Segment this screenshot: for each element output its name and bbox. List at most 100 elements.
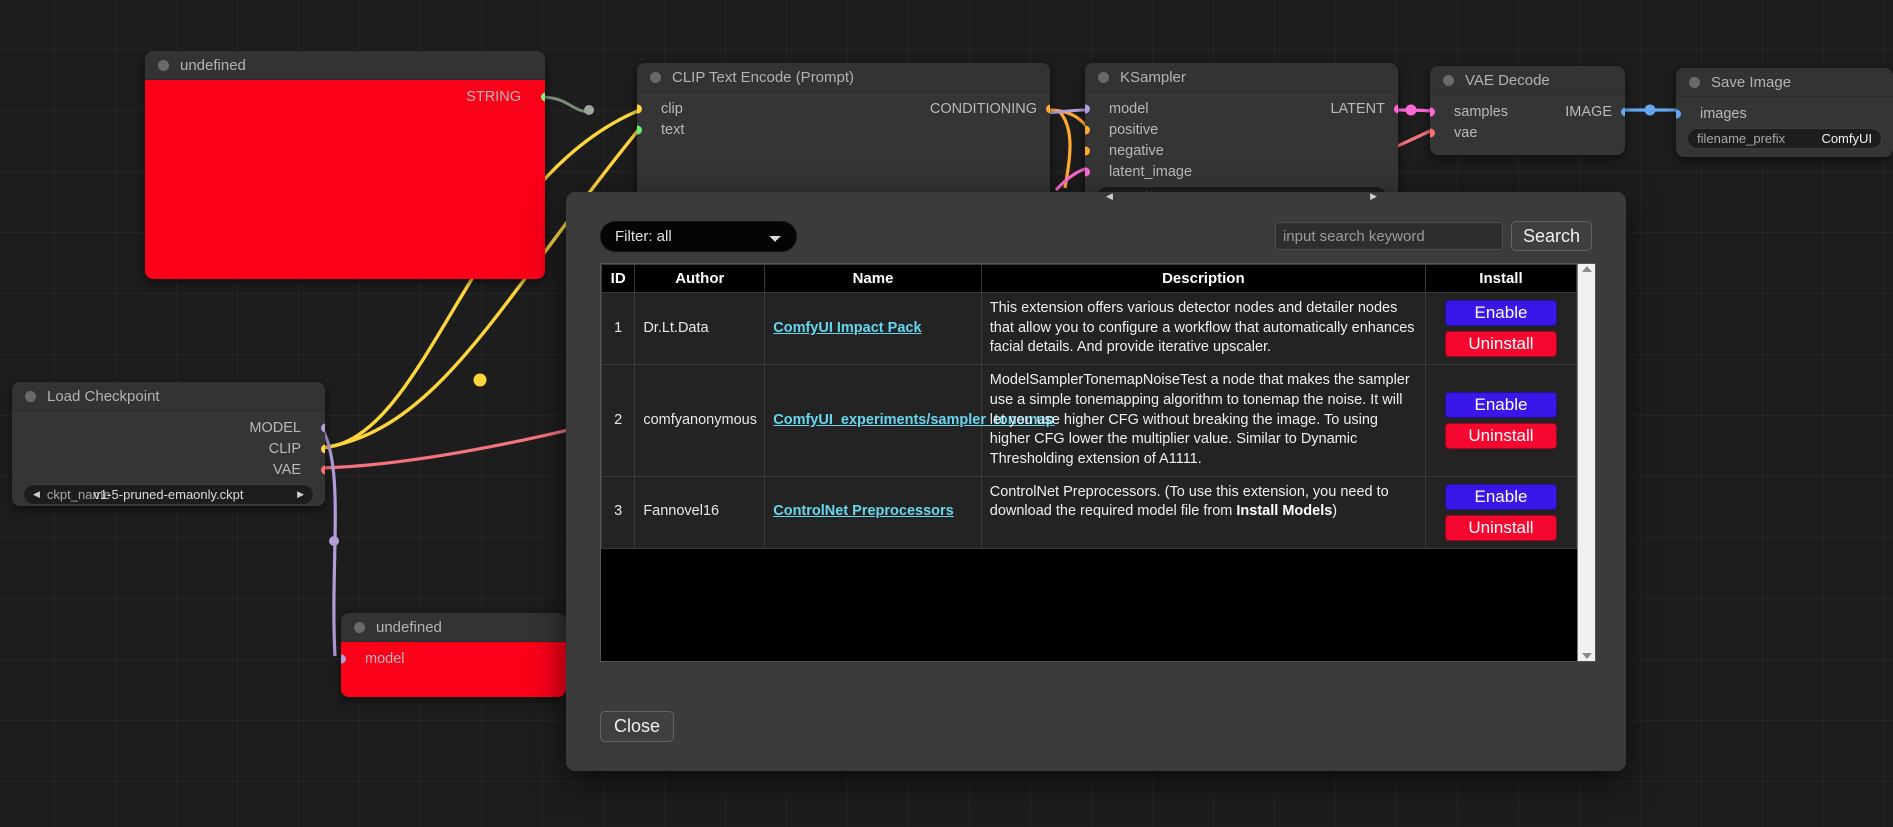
column-header-author[interactable]: Author [634,264,766,293]
table-scrollbar[interactable] [1577,264,1595,661]
node-title-bar[interactable]: KSampler [1085,63,1398,92]
port-dot-string[interactable] [540,92,545,101]
node-input-images[interactable]: images [1676,103,1893,124]
port-dot-model[interactable] [1085,104,1090,113]
search-group: Search [1274,221,1592,251]
cell-id: 2 [601,364,636,477]
next-arrow-icon[interactable]: ▶ [297,489,304,499]
collapse-dot-icon[interactable] [25,390,36,402]
cell-author: Fannovel16 [634,475,766,549]
collapse-dot-icon[interactable] [1689,76,1700,88]
node-title-bar[interactable]: Load Checkpoint [12,382,325,411]
column-header-name[interactable]: Name [764,264,982,293]
port-dot-clip[interactable] [637,104,642,113]
node-title-bar[interactable]: VAE Decode [1430,66,1625,95]
search-button[interactable]: Search [1510,221,1592,251]
extension-link[interactable]: ComfyUI_experiments/sampler_tonemap [773,411,1055,428]
node-input-latent-image[interactable]: latent_image [1085,161,1398,182]
port-label: CLIP [268,440,301,457]
port-dot-text[interactable] [637,125,642,134]
column-header-id[interactable]: ID [601,264,636,293]
node-vae-decode[interactable]: VAE Decode samples IMAGE vae [1430,66,1625,155]
node-title-bar[interactable]: Save Image [1676,68,1893,97]
node-output-image[interactable]: IMAGE [1565,104,1612,120]
port-dot-image[interactable] [1620,107,1625,116]
port-dot-model[interactable] [320,423,325,432]
node-output-clip[interactable]: CLIP [12,438,325,459]
node-output-latent[interactable]: LATENT [1330,101,1385,117]
uninstall-button[interactable]: Uninstall [1444,422,1557,449]
filter-select[interactable]: Filter: allFilter: enabledFilter: disabl… [600,220,797,252]
column-header-install[interactable]: Install [1424,264,1577,293]
cell-description: ControlNet Preprocessors. (To use this e… [980,475,1426,549]
extension-link[interactable]: ComfyUI Impact Pack [773,319,922,336]
node-output-conditioning[interactable]: CONDITIONING [930,101,1037,117]
node-title-text: undefined [376,618,442,636]
increment-arrow-icon[interactable]: ▶ [1370,191,1377,201]
node-title-bar[interactable]: undefined [341,613,566,642]
node-input-clip[interactable]: clip CONDITIONING [637,98,1050,119]
enable-button[interactable]: Enable [1444,483,1557,510]
scroll-down-arrow-icon[interactable] [1581,653,1592,659]
collapse-dot-icon[interactable] [1098,71,1109,83]
cell-author: comfyanonymous [634,364,766,477]
port-dot-latent[interactable] [1393,104,1398,113]
cell-id: 3 [601,475,636,549]
node-body: images filename_prefix ComfyUI [1676,97,1893,157]
node-input-positive[interactable]: positive [1085,119,1398,140]
enable-button[interactable]: Enable [1444,391,1557,418]
node-input-negative[interactable]: negative [1085,140,1398,161]
previous-arrow-icon[interactable]: ◀ [33,489,40,499]
collapse-dot-icon[interactable] [1443,74,1454,86]
extension-table-scroll[interactable]: ID Author Name Description Install 1 Dr.… [601,264,1577,661]
widget-filename-prefix[interactable]: filename_prefix ComfyUI [1687,128,1882,149]
cell-name: ComfyUI Impact Pack [764,291,982,366]
widget-ckpt-name[interactable]: ◀ ckpt_name v1-5-pruned-emaonly.ckpt ▶ [23,484,314,505]
node-output-model[interactable]: MODEL [12,417,325,438]
port-label: samples [1454,103,1508,120]
port-dot-latent-image[interactable] [1085,167,1090,176]
node-input-model[interactable]: model LATENT [1085,98,1398,119]
node-input-vae[interactable]: vae [1430,122,1625,143]
column-header-description[interactable]: Description [980,264,1426,293]
port-dot-vae[interactable] [1430,128,1435,137]
port-dot-model[interactable] [341,654,346,663]
node-input-text[interactable]: text [637,119,1050,140]
close-button[interactable]: Close [600,711,675,742]
node-title-bar[interactable]: undefined [145,51,545,80]
extension-link[interactable]: ControlNet Preprocessors [773,503,954,520]
node-undefined-string[interactable]: undefined STRING [145,51,545,279]
port-dot-vae[interactable] [320,465,325,474]
port-dot-samples[interactable] [1430,107,1435,116]
node-body: model [341,642,566,697]
cell-install: Enable Uninstall [1424,475,1577,549]
uninstall-button[interactable]: Uninstall [1444,331,1557,358]
node-load-checkpoint[interactable]: Load Checkpoint MODEL CLIP VAE ◀ ckpt_na… [12,382,325,506]
port-label: clip [661,100,683,117]
node-body: samples IMAGE vae [1430,95,1625,152]
node-input-samples[interactable]: samples IMAGE [1430,101,1625,122]
node-title-bar[interactable]: CLIP Text Encode (Prompt) [637,63,1050,92]
node-save-image[interactable]: Save Image images filename_prefix ComfyU… [1676,68,1893,157]
node-undefined-model[interactable]: undefined model [341,613,566,697]
enable-button[interactable]: Enable [1444,300,1557,327]
node-ksampler[interactable]: KSampler model LATENT positive negative [1085,63,1398,208]
node-output-string[interactable]: STRING [145,86,545,107]
port-dot-negative[interactable] [1085,146,1090,155]
port-label: negative [1109,142,1164,159]
uninstall-button[interactable]: Uninstall [1444,514,1557,541]
collapse-dot-icon[interactable] [650,71,661,83]
collapse-dot-icon[interactable] [354,621,365,633]
node-clip-text-encode[interactable]: CLIP Text Encode (Prompt) clip CONDITION… [637,63,1050,203]
port-dot-conditioning[interactable] [1045,104,1050,113]
port-dot-images[interactable] [1676,109,1681,118]
collapse-dot-icon[interactable] [158,59,169,71]
decrement-arrow-icon[interactable]: ◀ [1106,191,1113,201]
node-input-model[interactable]: model [341,648,566,669]
port-dot-positive[interactable] [1085,125,1090,134]
search-input[interactable] [1274,222,1503,250]
scroll-up-arrow-icon[interactable] [1581,266,1592,272]
cell-author: Dr.Lt.Data [634,291,766,366]
node-output-vae[interactable]: VAE [12,459,325,480]
port-dot-clip[interactable] [320,444,325,453]
